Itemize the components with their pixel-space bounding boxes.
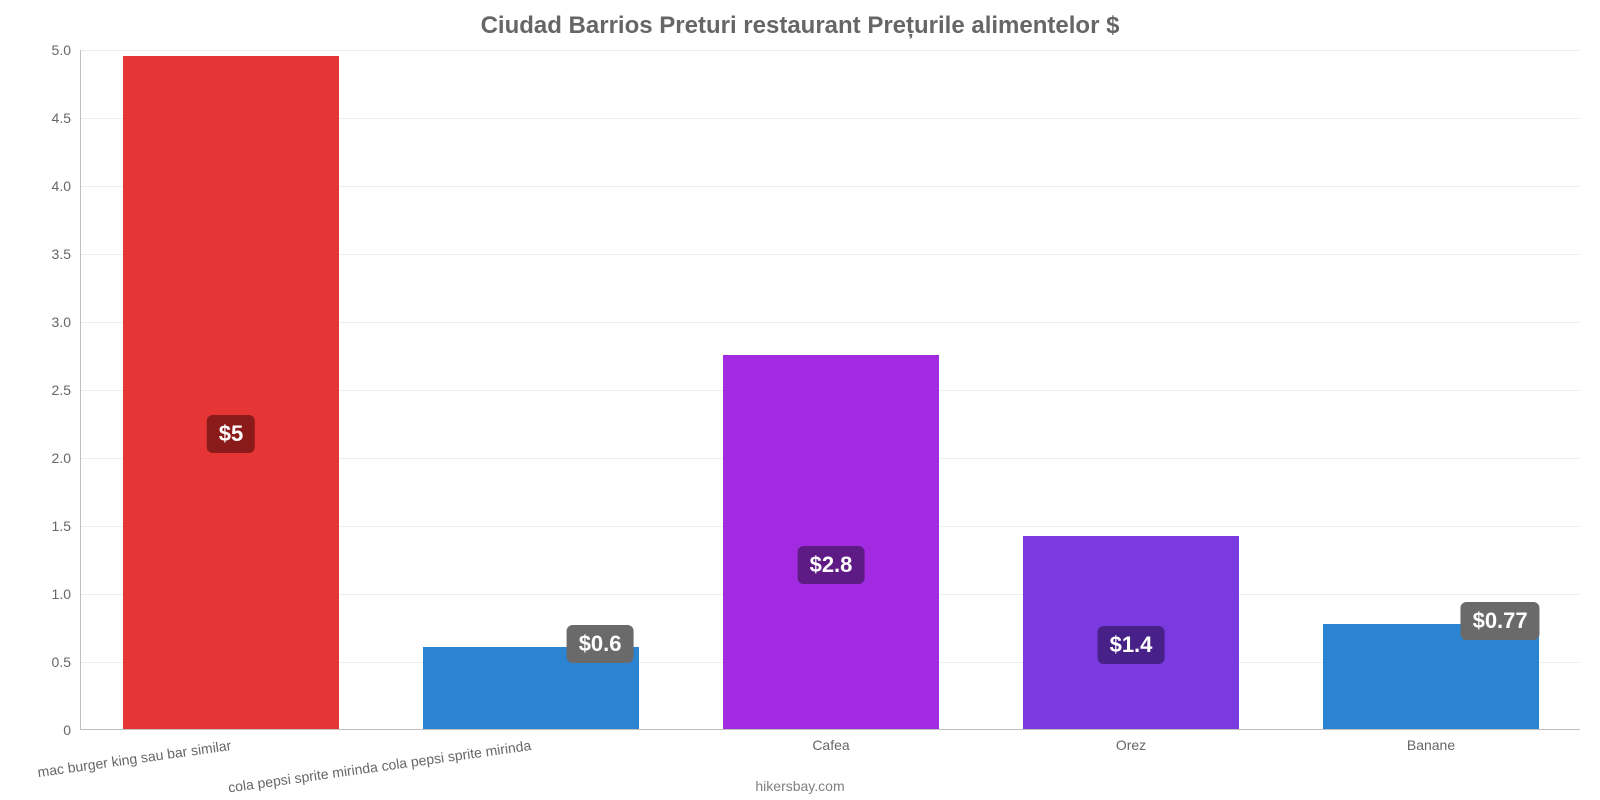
bar-value-label: $2.8 — [798, 546, 865, 584]
chart-footer: hikersbay.com — [0, 778, 1600, 794]
y-tick-label: 2.5 — [52, 382, 71, 398]
bar — [723, 355, 939, 729]
y-tick-label: 3.0 — [52, 314, 71, 330]
grid-line — [81, 50, 1580, 51]
chart-title: Ciudad Barrios Preturi restaurant Prețur… — [0, 12, 1600, 40]
y-tick-label: 4.0 — [52, 178, 71, 194]
plot-area: 00.51.01.52.02.53.03.54.04.55.0$5mac bur… — [80, 50, 1580, 730]
y-tick-label: 2.0 — [52, 450, 71, 466]
y-tick-label: 1.0 — [52, 586, 71, 602]
bar-value-label: $5 — [207, 415, 255, 453]
y-tick-label: 0 — [63, 722, 71, 738]
x-tick-label: Cafea — [812, 737, 849, 753]
x-tick-label: mac burger king sau bar similar — [36, 737, 232, 780]
bar — [123, 56, 339, 729]
bar-value-label: $0.77 — [1461, 602, 1540, 640]
x-tick-label: Banane — [1407, 737, 1455, 753]
y-tick-label: 4.5 — [52, 110, 71, 126]
x-tick-label: Orez — [1116, 737, 1146, 753]
bar-value-label: $1.4 — [1098, 626, 1165, 664]
y-tick-label: 1.5 — [52, 518, 71, 534]
y-tick-label: 5.0 — [52, 42, 71, 58]
bar-value-label: $0.6 — [567, 625, 634, 663]
y-tick-label: 0.5 — [52, 654, 71, 670]
y-tick-label: 3.5 — [52, 246, 71, 262]
chart-container: Ciudad Barrios Preturi restaurant Prețur… — [0, 0, 1600, 800]
